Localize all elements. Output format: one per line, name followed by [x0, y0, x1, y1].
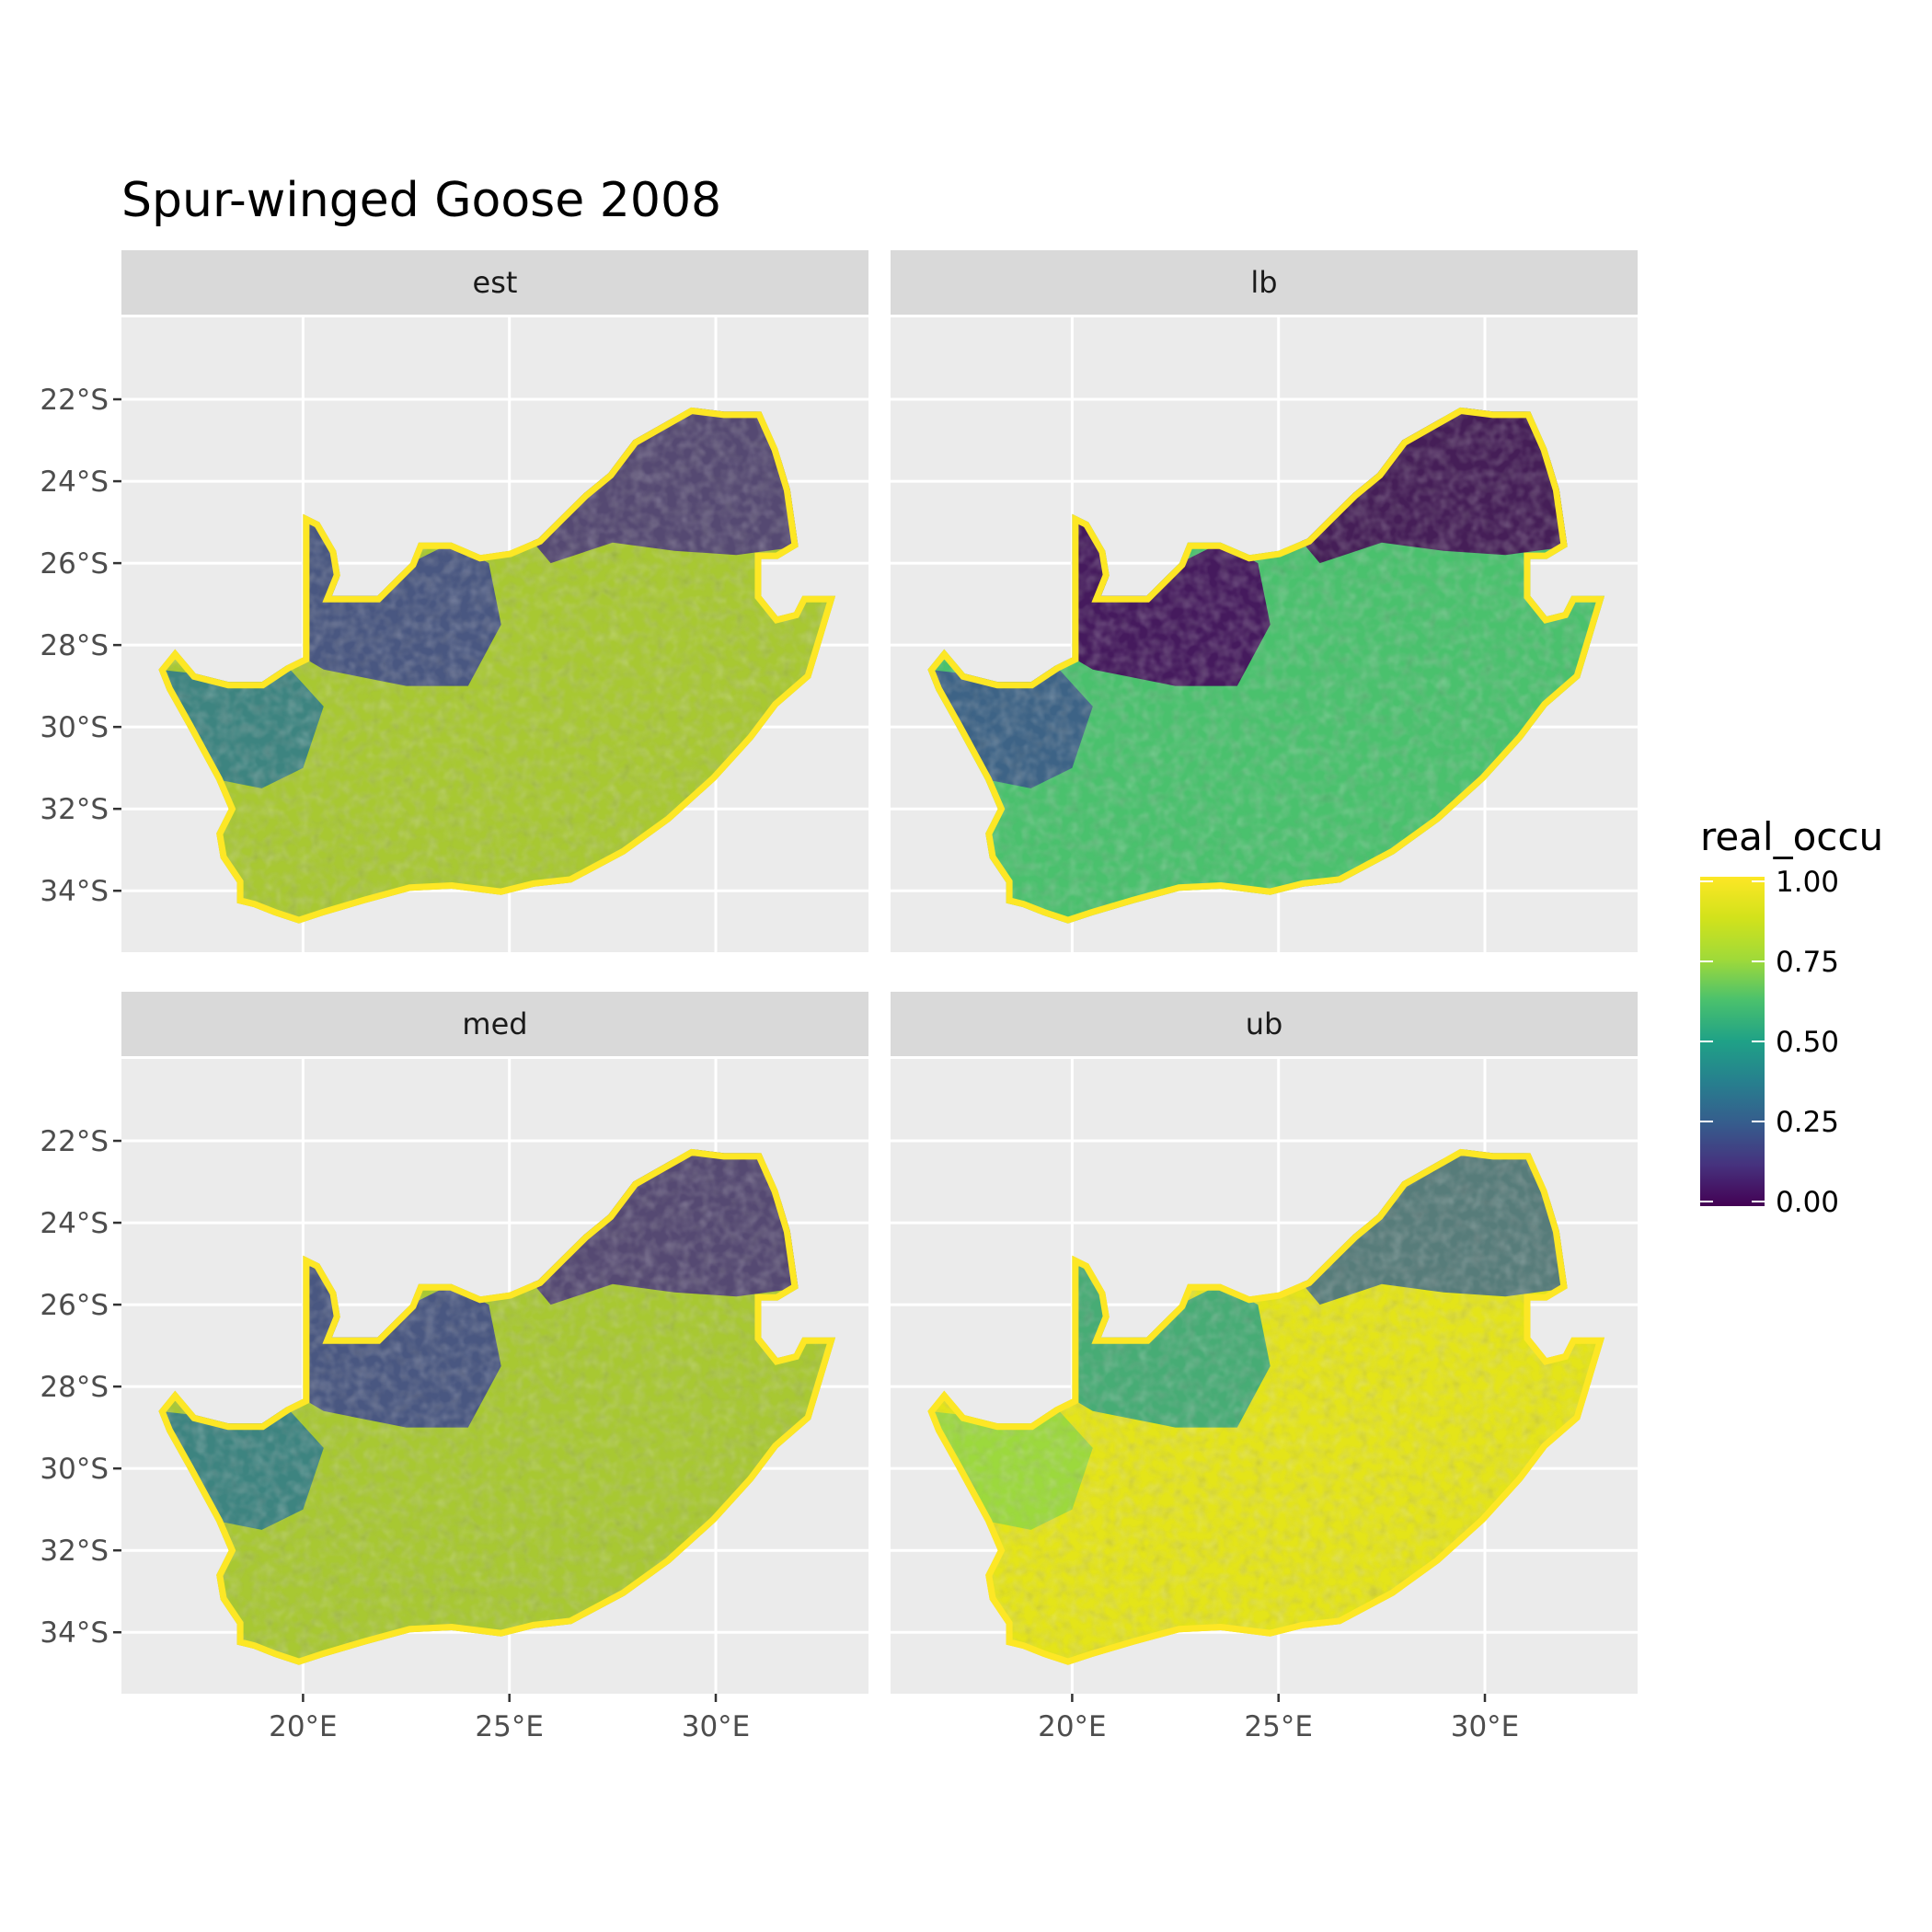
- x-tick-label: 20°E: [1038, 1710, 1107, 1743]
- y-tick-label: 26°S: [40, 1289, 109, 1322]
- y-tick-label: 28°S: [40, 1371, 109, 1404]
- facet-strip-label: lb: [1250, 265, 1277, 300]
- legend-title: real_occu: [1700, 814, 1883, 859]
- facet-strip: [891, 250, 1638, 315]
- legend-tick-label: 0.25: [1776, 1106, 1839, 1139]
- facet-panel-med: med 22°S 24°S 26°S 28°S 30°S 32°S 34°S 20°E 25°E 3…: [40, 992, 868, 1743]
- y-tick-label: 34°S: [40, 1616, 109, 1650]
- facet-panel-lb: lb: [891, 250, 1638, 952]
- facet-strip-label: ub: [1246, 1006, 1283, 1041]
- x-tick-label: 25°E: [475, 1710, 544, 1743]
- facet-strip-label: med: [462, 1006, 527, 1041]
- y-tick-label: 30°S: [40, 1453, 109, 1486]
- y-tick-label: 22°S: [40, 384, 109, 417]
- x-tick-label: 20°E: [269, 1710, 338, 1743]
- x-tick-label: 30°E: [1451, 1710, 1520, 1743]
- facet-panel-est: est 22°S 24°S 26°S 28°S 30°S 32°S 34°S: [40, 250, 868, 952]
- plot-title: Spur-winged Goose 2008: [121, 173, 722, 228]
- facet-strip-label: est: [473, 265, 518, 300]
- x-tick-label: 25°E: [1244, 1710, 1313, 1743]
- facet-strip: [891, 992, 1638, 1056]
- y-tick-label: 24°S: [40, 466, 109, 499]
- y-tick-label: 22°S: [40, 1125, 109, 1158]
- x-tick-label: 30°E: [682, 1710, 751, 1743]
- legend-tick-label: 0.75: [1776, 946, 1839, 979]
- legend-tick-label: 1.00: [1776, 866, 1839, 899]
- y-tick-label: 34°S: [40, 875, 109, 908]
- y-tick-label: 24°S: [40, 1207, 109, 1240]
- y-tick-label: 30°S: [40, 711, 109, 744]
- y-tick-label: 28°S: [40, 629, 109, 662]
- legend-tick-label: 0.50: [1776, 1026, 1839, 1059]
- facet-panel-ub: ub 20°E 25°E 30°E: [891, 992, 1638, 1743]
- y-tick-label: 26°S: [40, 547, 109, 581]
- legend-tick-label: 0.00: [1776, 1186, 1839, 1219]
- facet-strip: [121, 992, 868, 1056]
- legend: real_occu 1.00 0.75 0.50 0.25 0.00: [1700, 814, 1883, 1219]
- y-tick-label: 32°S: [40, 1535, 109, 1568]
- y-tick-label: 32°S: [40, 793, 109, 826]
- panels-layer: est 22°S 24°S 26°S 28°S 30°S 32°S 34°S lb med 22°S…: [40, 250, 1638, 1743]
- facet-strip: [121, 250, 868, 315]
